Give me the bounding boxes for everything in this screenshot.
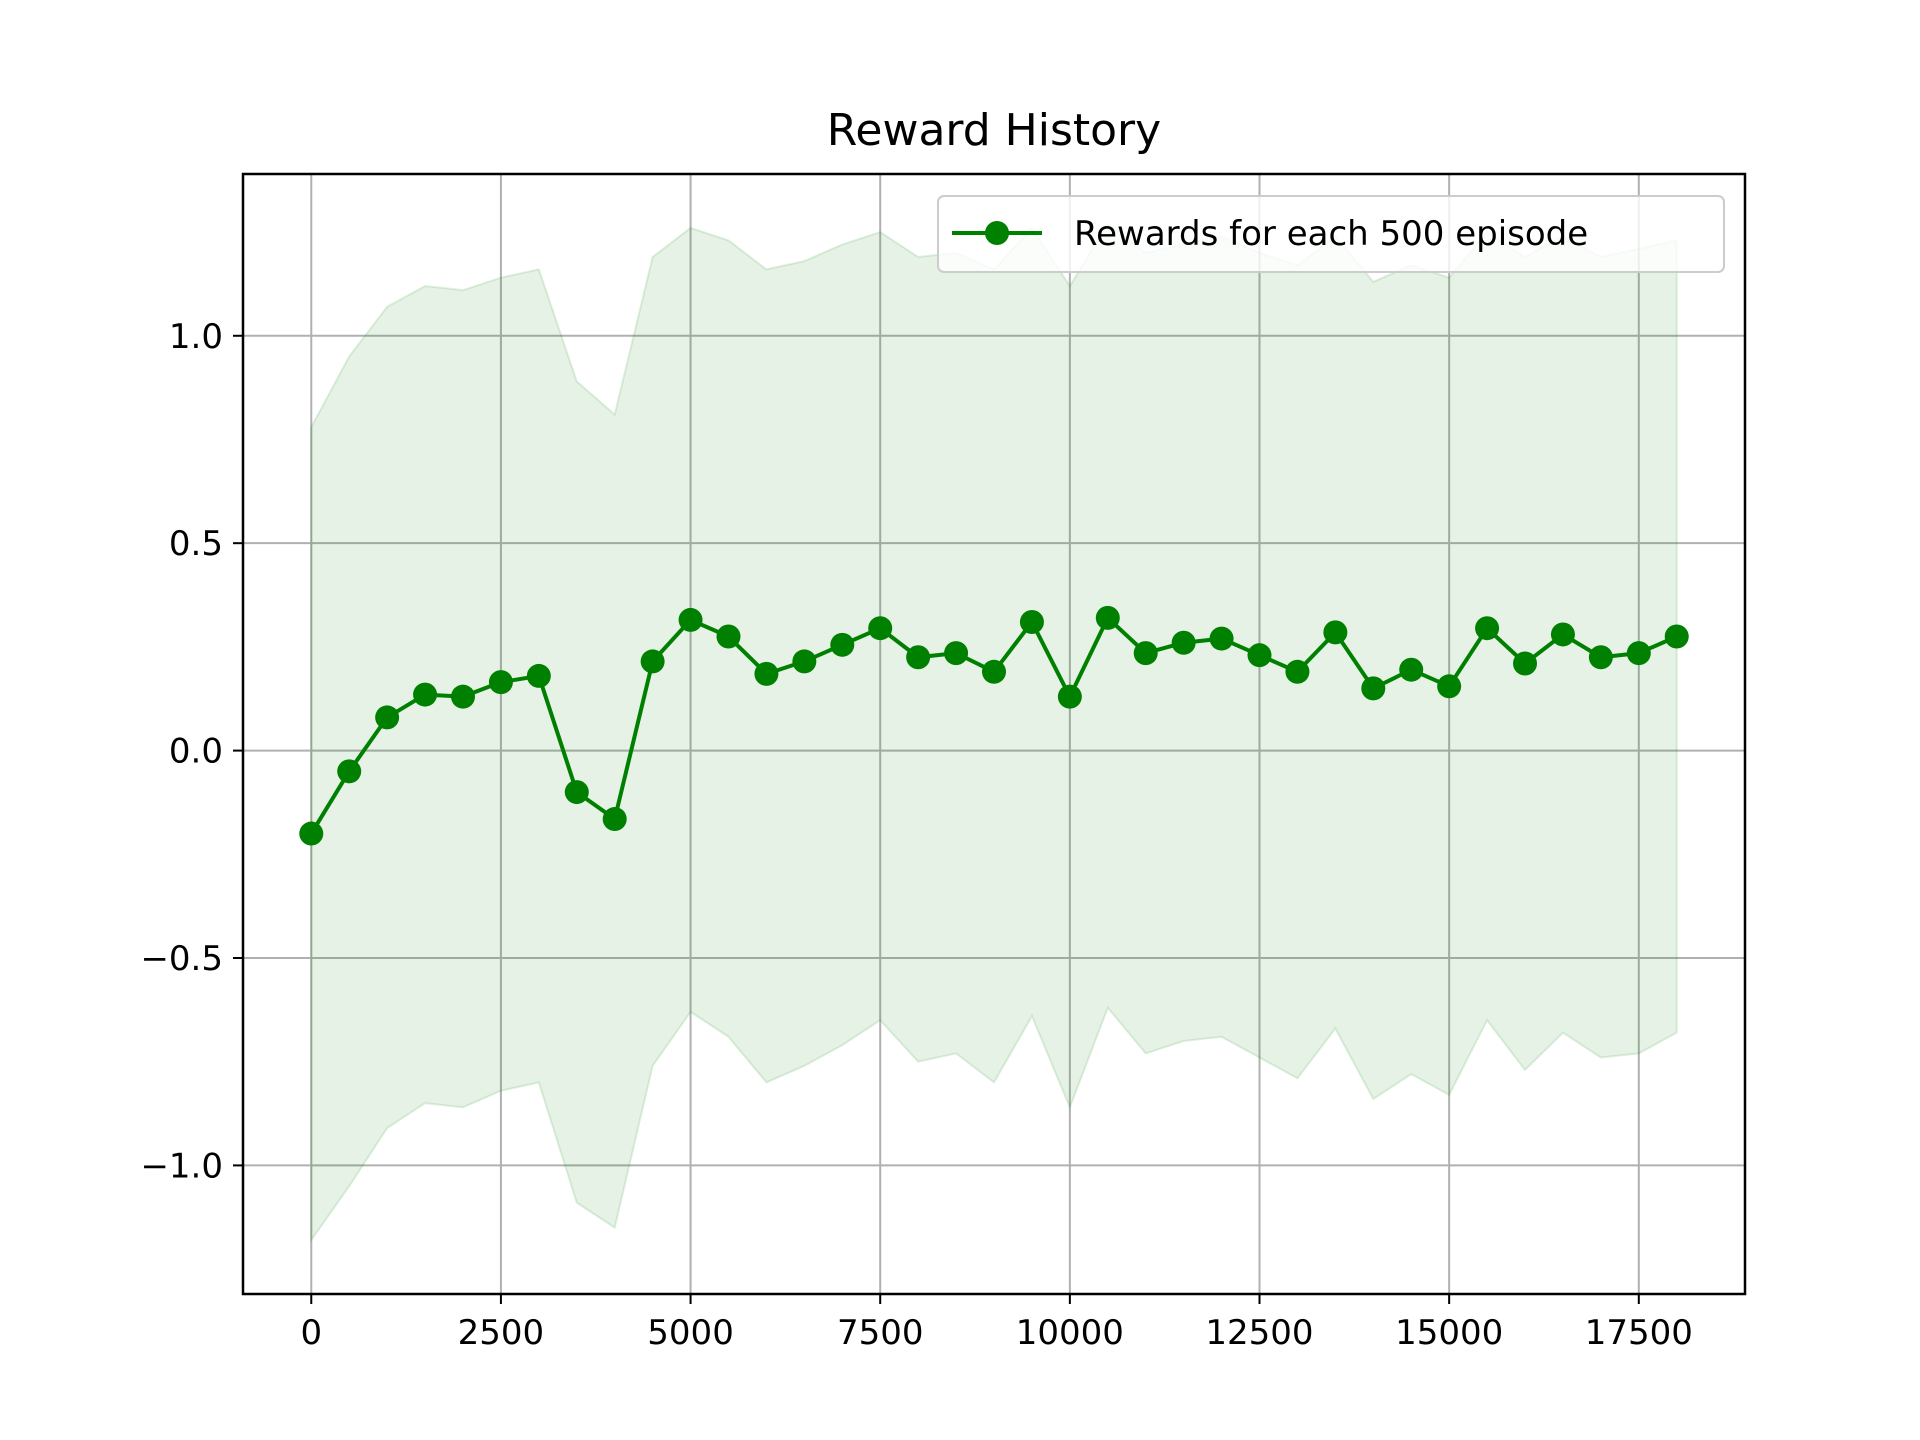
data-point-17: [944, 641, 969, 666]
data-point-33: [1550, 622, 1575, 647]
y-tick-label-3: 0.5: [169, 524, 223, 564]
confidence-band: [310, 222, 1678, 1244]
series-layer: [299, 605, 1689, 846]
data-point-30: [1437, 674, 1462, 699]
data-point-21: [1095, 605, 1120, 630]
y-tick-label-1: −0.5: [140, 939, 223, 979]
x-tick-label-0: 0: [300, 1313, 322, 1353]
data-point-28: [1361, 676, 1386, 701]
data-point-3: [413, 682, 438, 707]
data-point-34: [1588, 645, 1613, 670]
data-point-20: [1057, 684, 1082, 709]
data-point-29: [1399, 657, 1424, 682]
data-point-22: [1133, 641, 1158, 666]
data-point-13: [792, 649, 817, 674]
data-point-12: [754, 661, 779, 686]
data-point-7: [564, 780, 589, 805]
axes-layer: 0 2500 5000 7500 10000 12500 15000 17500 −1.0 −0.…: [140, 172, 1747, 1353]
data-point-23: [1171, 630, 1196, 655]
y-tick-label-4: 1.0: [169, 317, 223, 357]
data-point-9: [640, 649, 665, 674]
data-point-4: [450, 684, 475, 709]
plot-frame: [241, 172, 1747, 1296]
data-point-10: [678, 607, 703, 632]
x-tick-label-6: 15000: [1395, 1313, 1503, 1353]
data-point-24: [1209, 626, 1234, 651]
grid-layer: [243, 174, 1745, 1294]
x-tick-label-1: 2500: [458, 1313, 545, 1353]
legend-dot-marker: [985, 221, 1009, 245]
data-point-1: [337, 759, 362, 784]
data-point-19: [1019, 610, 1044, 634]
data-point-5: [488, 670, 513, 695]
confidence-band-layer: [310, 222, 1678, 1244]
x-tick-label-5: 12500: [1205, 1313, 1313, 1353]
y-tick-label-0: −1.0: [140, 1146, 223, 1186]
data-point-16: [906, 645, 931, 670]
data-point-31: [1475, 616, 1500, 641]
legend: Rewards for each 500 episode: [937, 195, 1725, 273]
legend-box: [937, 195, 1725, 273]
data-point-15: [868, 616, 893, 641]
data-point-6: [526, 663, 551, 688]
data-point-35: [1626, 641, 1651, 666]
data-point-8: [602, 807, 627, 832]
data-point-18: [982, 659, 1006, 684]
y-tick-label-2: 0.0: [169, 732, 223, 772]
data-point-14: [830, 632, 855, 657]
x-tick-label-4: 10000: [1016, 1313, 1124, 1353]
data-point-0: [299, 821, 324, 846]
data-point-32: [1513, 651, 1538, 676]
legend-label: Rewards for each 500 episode: [1074, 214, 1588, 254]
chart-title: Reward History: [827, 105, 1161, 156]
data-point-26: [1285, 659, 1310, 684]
data-point-11: [716, 624, 741, 649]
data-point-2: [375, 705, 400, 730]
x-tick-label-7: 17500: [1585, 1313, 1693, 1353]
data-point-36: [1664, 624, 1689, 649]
x-tick-label-2: 5000: [647, 1313, 734, 1353]
x-tick-label-3: 7500: [837, 1313, 924, 1353]
data-point-25: [1247, 643, 1272, 668]
data-point-27: [1323, 620, 1348, 645]
